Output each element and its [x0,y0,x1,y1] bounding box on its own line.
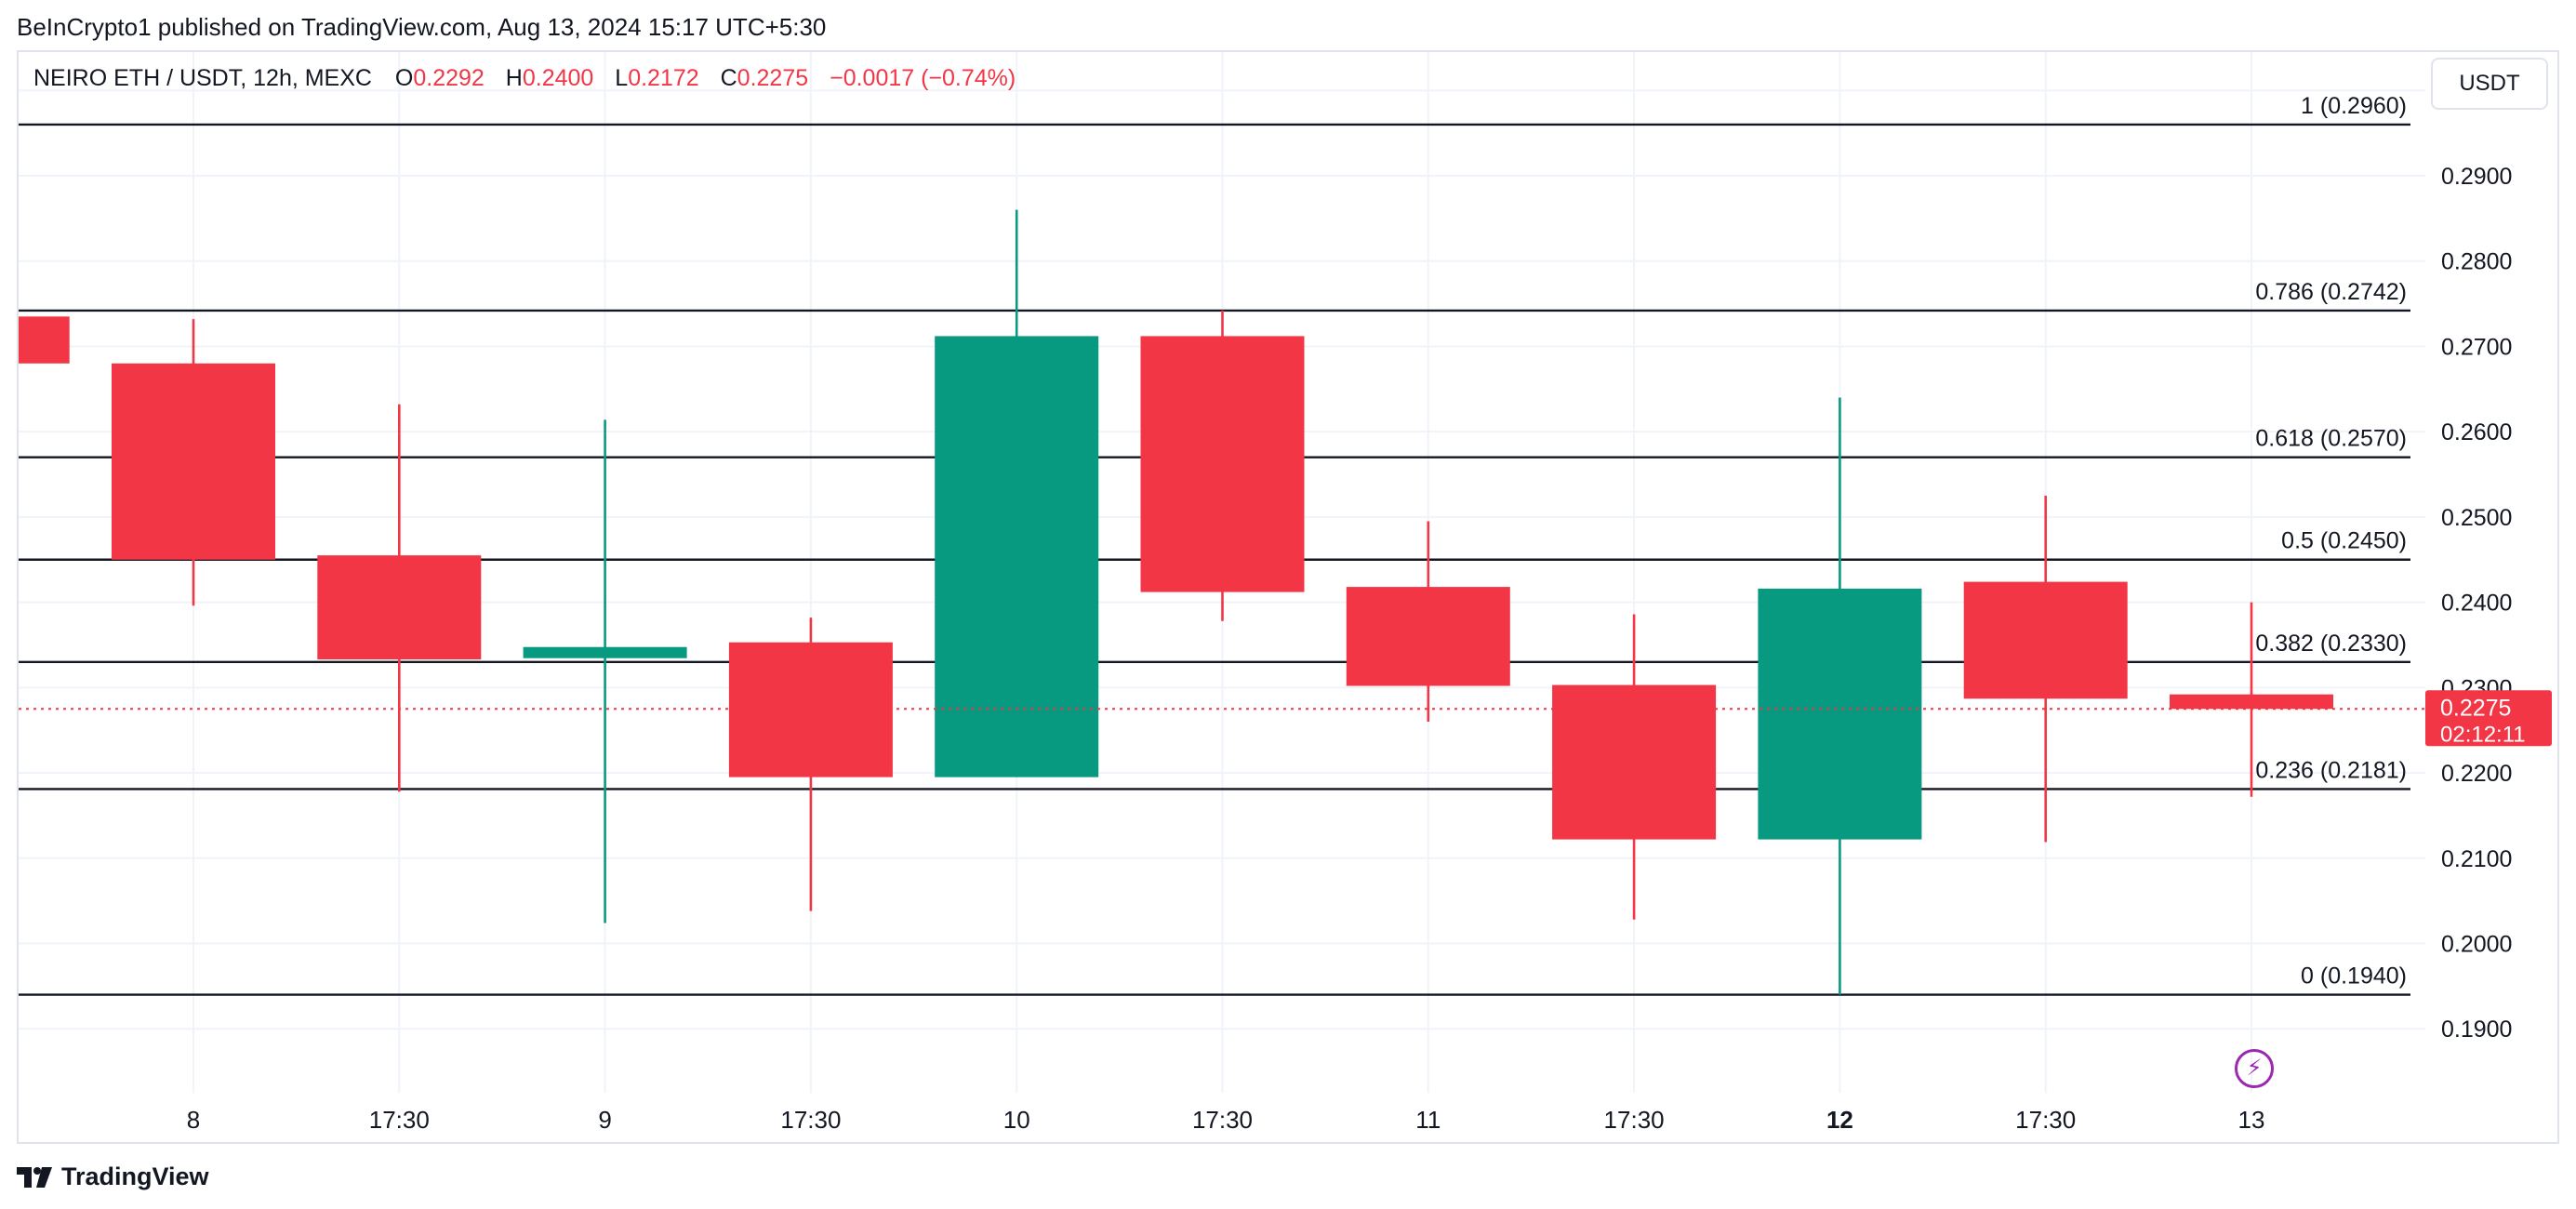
price-tick-label: 0.2700 [2441,334,2512,360]
high-label: H [505,65,523,91]
candle-up [1758,397,1922,995]
low-label: L [615,65,629,91]
time-tick-label: 13 [2238,1106,2265,1134]
candle-body [1963,581,2128,699]
tv-logo-icon [17,1166,52,1188]
time-tick-label: 17:30 [369,1106,430,1134]
candle-body [2170,694,2333,710]
time-tick-label: 17:30 [1192,1106,1253,1134]
price-tick-label: 0.2900 [2441,164,2512,190]
currency-button[interactable]: USDT [2431,58,2548,110]
time-tick-label: 9 [598,1106,611,1134]
fib-level-label: 0 (0.1940) [2301,963,2407,990]
candle-body [1552,684,1717,840]
candles [19,209,2333,995]
low-value: 0.2172 [628,65,699,91]
candle-down [728,618,893,911]
close-label: C [720,65,737,91]
symbol-label[interactable]: NEIRO ETH / USDT, 12h, MEXC [33,65,372,91]
candle-down [112,319,275,606]
candle-down [1140,310,1305,621]
candle-body [935,336,1099,777]
change-value: −0.0017 (−0.74%) [830,65,1016,91]
candle-body [317,555,482,660]
last-price-value: 0.2275 [2440,695,2511,721]
fib-level-label: 0.382 (0.2330) [2255,631,2407,657]
candle-down [1346,521,1510,723]
fib-level-label: 0.786 (0.2742) [2255,279,2407,305]
price-tick-label: 0.1900 [2441,1016,2512,1043]
price-tick-label: 0.2800 [2441,249,2512,275]
publisher-line: BeInCrypto1 published on TradingView.com… [17,13,827,41]
lightning-icon[interactable]: ⚡︎ [2235,1049,2274,1088]
time-axis: 8 17:30 9 17:30 10 17:30 11 17:30 12 17:30 13 [187,1106,2265,1134]
price-tick-label: 0.2000 [2441,931,2512,957]
ohlc-legend: NEIRO ETH / USDT, 12h, MEXC O0.2292 H0.2… [33,65,1030,92]
time-tick-label: 12 [1826,1106,1853,1134]
time-tick-label: 8 [187,1106,200,1134]
time-tick-label: 17:30 [2015,1106,2076,1134]
fib-level-label: 1 (0.2960) [2301,93,2407,119]
footer-brand: TradingView [61,1162,209,1190]
time-tick-label: 10 [1003,1106,1030,1134]
time-tick-label: 11 [1415,1106,1441,1134]
candle-body [523,646,687,658]
price-tick-label: 0.2400 [2441,591,2512,617]
time-tick-label: 17:30 [1604,1106,1665,1134]
candle-up [523,419,687,923]
price-tick-label: 0.2100 [2441,846,2512,872]
fib-retracement: 1 (0.2960) 0.786 (0.2742) 0.618 (0.2570) 0.… [19,93,2410,996]
candle-up [935,209,1099,777]
chart-frame [17,50,2559,1144]
open-label: O [394,65,414,91]
time-tick-label: 17:30 [780,1106,841,1134]
price-tick-label: 0.2500 [2441,505,2512,531]
last-price-badge [2425,690,2552,747]
candle-body [1346,587,1510,686]
fib-level-label: 0.5 (0.2450) [2281,528,2407,554]
candle-down [19,316,70,364]
candle-body [19,316,70,364]
fib-level-label: 0.236 (0.2181) [2255,757,2407,783]
candle-body [112,363,275,560]
tradingview-logo[interactable]: TradingView [17,1162,209,1191]
candle-down [2170,602,2333,797]
candle-down [1552,614,1717,920]
candle-down [317,404,482,792]
close-value: 0.2275 [737,65,809,91]
price-tick-label: 0.2600 [2441,419,2512,445]
high-value: 0.2400 [522,65,594,91]
fib-level-label: 0.618 (0.2570) [2255,426,2407,452]
open-value: 0.2292 [413,65,485,91]
price-tick-label: 0.2200 [2441,761,2512,787]
candle-down [1963,495,2128,843]
candle-body [1140,336,1305,592]
candle-countdown: 02:12:11 [2440,722,2526,747]
candle-body [1758,588,1922,840]
price-axis: 0.19000.20000.21000.22000.23000.24000.25… [2441,78,2512,1043]
